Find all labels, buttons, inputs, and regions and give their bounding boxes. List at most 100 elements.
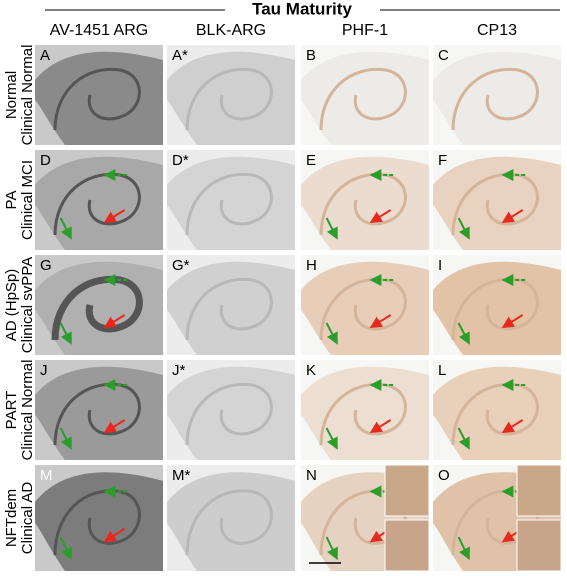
column-header: CP13: [477, 22, 517, 39]
panel: E: [301, 150, 429, 250]
arrow: [325, 217, 338, 240]
panel-letter: A: [40, 47, 50, 64]
row-label: Clinical MCI: [19, 160, 36, 240]
panel: I: [433, 255, 561, 355]
arrow: [457, 322, 470, 345]
panel: L: [433, 360, 561, 460]
hippocampus: [53, 382, 141, 446]
arrow: [457, 217, 470, 240]
arrow: [369, 209, 392, 224]
arrow: [103, 527, 126, 543]
panel-letter: L: [438, 362, 446, 379]
panel: F: [433, 150, 561, 250]
hippocampus: [53, 172, 141, 236]
hippocampus: [51, 275, 143, 341]
row-label: Clinical svPPA: [19, 257, 36, 353]
arrow: [501, 314, 524, 329]
arrow: [103, 314, 126, 329]
inset: [384, 464, 430, 517]
panel-letter: G*: [172, 257, 190, 274]
panel-letter: A*: [172, 47, 188, 64]
hippocampus: [185, 67, 273, 131]
panel: O: [433, 464, 562, 572]
row-label: AD (HpSp): [3, 269, 20, 342]
inset: [516, 464, 562, 517]
panel-letter: M*: [172, 467, 190, 484]
hippocampus: [451, 277, 539, 341]
hippocampus: [53, 489, 141, 556]
inset: [516, 519, 562, 572]
hippocampus: [451, 382, 539, 446]
panel: J: [35, 360, 163, 460]
panel: J*: [167, 360, 295, 460]
panel: C: [433, 45, 561, 145]
hippocampus: [185, 489, 273, 556]
hippocampus: [319, 382, 407, 446]
row-label: Normal: [3, 71, 20, 119]
panel-letter: G: [40, 257, 52, 274]
panel-letter: F: [438, 152, 447, 169]
panel-letter: C: [438, 47, 449, 64]
panel-letter: B: [306, 47, 316, 64]
panel-letter: K: [306, 362, 316, 379]
hippocampus: [185, 172, 273, 236]
panel: G: [35, 255, 163, 355]
panel-letter: E: [306, 152, 316, 169]
arrow: [59, 427, 72, 450]
panel: M*: [167, 465, 295, 571]
panel: M: [35, 465, 163, 571]
hippocampus: [451, 172, 539, 236]
panel-letter: J: [40, 362, 48, 379]
panel: N: [301, 464, 430, 572]
panel-letter: D: [40, 152, 51, 169]
panel: H: [301, 255, 429, 355]
inset: [384, 519, 430, 572]
panel: D: [35, 150, 163, 250]
panel-letter: H: [306, 257, 317, 274]
hippocampus: [185, 382, 273, 446]
panel-letter: O: [438, 467, 450, 484]
row-label: NFTdem: [3, 489, 20, 547]
column-header: BLK-ARG: [196, 22, 266, 39]
arrow: [369, 419, 392, 434]
arrow: [103, 209, 126, 224]
arrow: [501, 209, 524, 224]
hippocampus: [451, 67, 539, 131]
column-header: AV-1451 ARG: [50, 22, 148, 39]
arrow: [369, 314, 392, 329]
panel: K: [301, 360, 429, 460]
row-label: Clinical AD: [19, 482, 36, 555]
hippocampus: [319, 172, 407, 236]
panel-letter: I: [438, 257, 442, 274]
arrow: [325, 536, 338, 561]
arrow: [457, 536, 470, 561]
row-label: PART: [3, 391, 20, 430]
arrow: [325, 322, 338, 345]
column-header: PHF-1: [342, 22, 388, 39]
header-title: Tau Maturity: [252, 0, 352, 18]
row-label: Clinical Normal: [19, 45, 36, 146]
panel: A: [35, 45, 163, 145]
arrow: [325, 427, 338, 450]
panel-letter: J*: [172, 362, 186, 379]
arrow: [59, 322, 72, 345]
panel-letter: N: [306, 467, 317, 484]
hippocampus: [53, 67, 141, 131]
hippocampus: [319, 67, 407, 131]
row-label: Clinical Normal: [19, 360, 36, 461]
arrow: [59, 536, 72, 561]
arrow: [103, 419, 126, 434]
panel: B: [301, 45, 429, 145]
arrow: [59, 217, 72, 240]
hippocampus: [319, 277, 407, 341]
arrow: [457, 427, 470, 450]
panel: G*: [167, 255, 295, 355]
row-label: PA: [3, 191, 20, 210]
hippocampus: [185, 277, 273, 341]
panel-letter: M: [40, 467, 53, 484]
panel: D*: [167, 150, 295, 250]
panel-letter: D*: [172, 152, 189, 169]
arrow: [501, 419, 524, 434]
panel: A*: [167, 45, 295, 145]
